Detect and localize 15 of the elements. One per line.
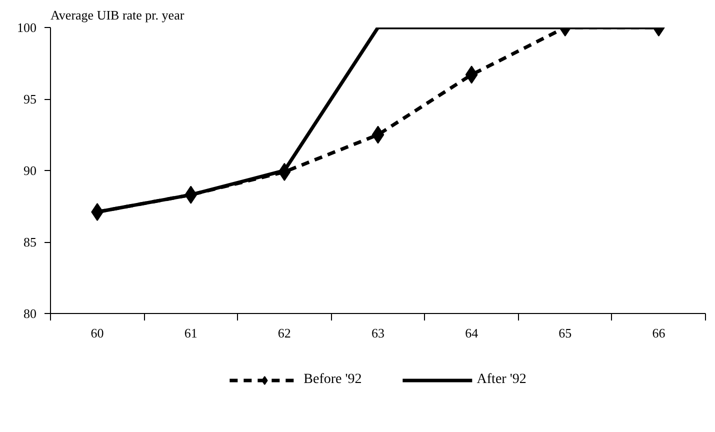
x-tick-label: 65: [558, 326, 572, 340]
x-tick-label: 66: [652, 326, 666, 340]
x-tick-label: 63: [372, 326, 384, 340]
y-tick-label: 95: [24, 92, 36, 106]
y-tick-label: 80: [24, 306, 36, 321]
x-tick-label: 61: [184, 326, 198, 340]
legend-label: After '92: [476, 372, 526, 388]
x-tick-label: 64: [465, 326, 479, 340]
legend-label: Before '92: [304, 372, 362, 388]
y-tick-label: 85: [24, 234, 36, 250]
y-tick-label: 100: [17, 20, 36, 35]
y-tick-label: 90: [24, 163, 36, 178]
x-tick-label: 62: [278, 326, 291, 340]
y-axis-title: Average UIB rate pr. year: [50, 8, 185, 22]
x-tick-label: 60: [90, 326, 104, 340]
